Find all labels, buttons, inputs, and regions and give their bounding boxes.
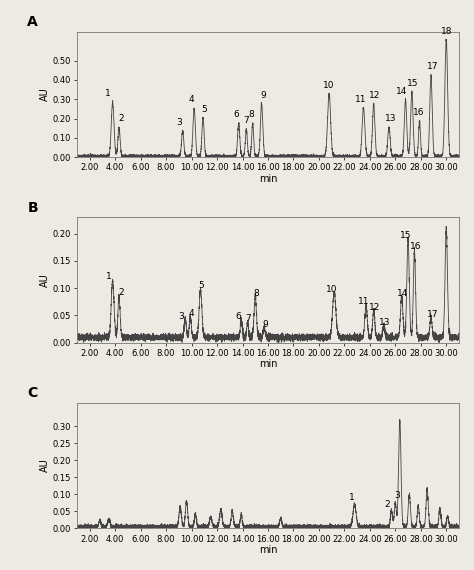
Text: 16: 16 (412, 108, 424, 117)
Text: 10: 10 (323, 82, 334, 90)
X-axis label: min: min (259, 174, 277, 184)
Text: 3: 3 (179, 312, 184, 320)
Text: 17: 17 (427, 62, 438, 71)
Text: 14: 14 (397, 288, 409, 298)
Text: B: B (27, 201, 38, 215)
Text: 9: 9 (260, 91, 266, 100)
Text: 15: 15 (401, 231, 412, 240)
Text: 5: 5 (198, 282, 204, 291)
Y-axis label: AU: AU (39, 459, 49, 473)
Text: 2: 2 (118, 288, 124, 297)
Y-axis label: AU: AU (39, 88, 49, 101)
Text: 4: 4 (189, 95, 194, 104)
Text: 15: 15 (408, 79, 419, 88)
Text: 16: 16 (410, 242, 421, 251)
Text: 10: 10 (326, 285, 337, 294)
Text: A: A (27, 15, 38, 29)
Text: 9: 9 (262, 320, 268, 329)
Text: 8: 8 (248, 111, 255, 119)
Text: 6: 6 (233, 111, 239, 119)
Text: 3: 3 (394, 491, 400, 500)
X-axis label: min: min (259, 545, 277, 555)
Text: 17: 17 (427, 311, 438, 319)
Text: 12: 12 (369, 91, 381, 100)
Text: 1: 1 (105, 89, 111, 98)
Text: 7: 7 (246, 314, 251, 323)
Text: 11: 11 (355, 95, 367, 104)
Text: 2: 2 (118, 114, 124, 123)
Text: 2: 2 (384, 500, 390, 509)
X-axis label: min: min (259, 360, 277, 369)
Text: 13: 13 (379, 317, 391, 327)
Text: 6: 6 (235, 312, 241, 320)
Text: 7: 7 (244, 116, 249, 125)
Text: 18: 18 (440, 27, 452, 36)
Text: 1: 1 (349, 493, 355, 502)
Text: 3: 3 (176, 118, 182, 127)
Text: 5: 5 (201, 104, 207, 113)
Text: 1: 1 (106, 272, 112, 280)
Text: 8: 8 (253, 288, 259, 298)
Text: 4: 4 (189, 310, 194, 319)
Text: 14: 14 (396, 87, 407, 96)
Text: 11: 11 (358, 297, 370, 306)
Text: C: C (27, 386, 37, 400)
Text: 13: 13 (384, 114, 396, 123)
Text: 12: 12 (369, 303, 381, 312)
Y-axis label: AU: AU (39, 273, 50, 287)
